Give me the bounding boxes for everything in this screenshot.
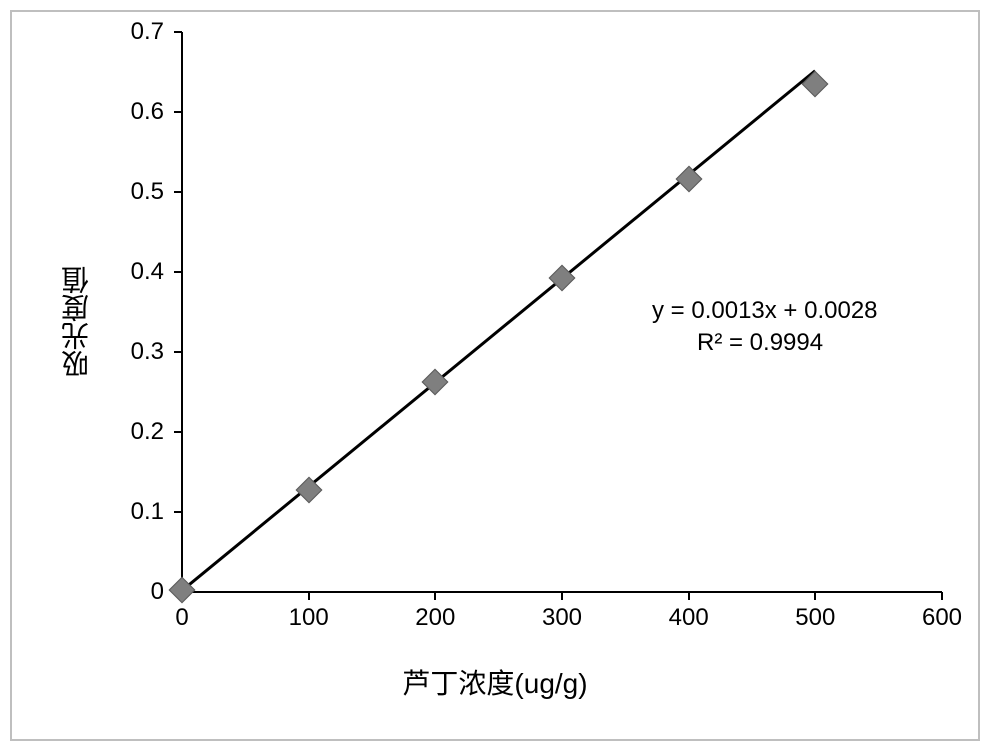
y-tick-label: 0.6	[131, 98, 164, 126]
x-tick	[561, 592, 563, 600]
y-tick-label: 0	[151, 578, 164, 606]
x-tick-label: 500	[795, 604, 835, 632]
x-tick	[434, 592, 436, 600]
y-tick	[174, 351, 182, 353]
x-tick	[941, 592, 943, 600]
y-axis-title: 吸光度值	[57, 242, 97, 402]
x-tick-label: 100	[289, 604, 329, 632]
equation-annotation: y = 0.0013x + 0.0028	[652, 297, 878, 325]
x-tick	[688, 592, 690, 600]
x-tick-label: 300	[542, 604, 582, 632]
y-tick-label: 0.2	[131, 418, 164, 446]
r-squared-annotation: R² = 0.9994	[697, 329, 823, 357]
y-tick	[174, 271, 182, 273]
y-tick-label: 0.5	[131, 178, 164, 206]
y-tick	[174, 431, 182, 433]
x-tick-label: 200	[415, 604, 455, 632]
y-tick	[174, 31, 182, 33]
y-tick	[174, 511, 182, 513]
x-tick-label: 400	[669, 604, 709, 632]
y-tick-label: 0.7	[131, 18, 164, 46]
x-tick	[308, 592, 310, 600]
x-axis-title: 芦丁浓度(ug/g)	[12, 662, 978, 702]
y-tick	[174, 111, 182, 113]
x-tick	[814, 592, 816, 600]
y-axis-line	[181, 32, 183, 592]
chart-frame: y = 0.0013x + 0.0028 R² = 0.9994 芦丁浓度(ug…	[10, 10, 980, 741]
x-tick-label: 0	[175, 604, 188, 632]
x-tick-label: 600	[922, 604, 962, 632]
y-tick-label: 0.3	[131, 338, 164, 366]
y-tick	[174, 191, 182, 193]
y-tick-label: 0.1	[131, 498, 164, 526]
y-tick-label: 0.4	[131, 258, 164, 286]
